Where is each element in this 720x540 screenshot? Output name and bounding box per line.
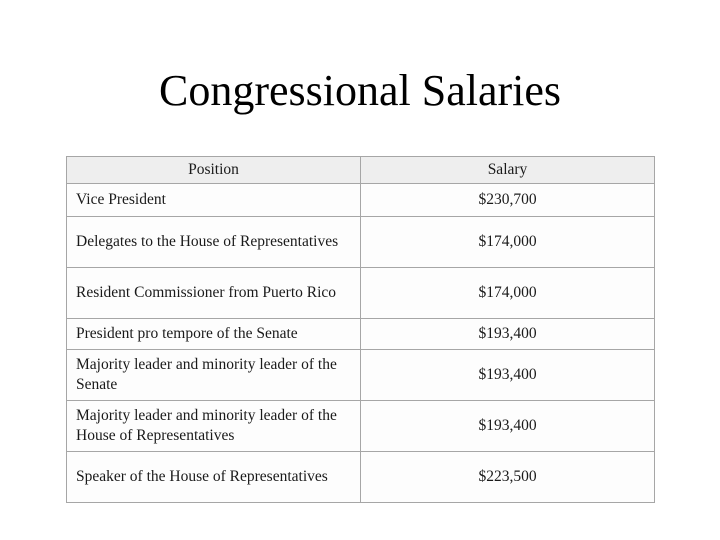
salary-cell: $223,500	[360, 451, 655, 503]
position-cell: Majority leader and minority leader of t…	[66, 400, 361, 452]
table-row: President pro tempore of the Senate $193…	[66, 318, 655, 350]
position-cell: Speaker of the House of Representatives	[66, 451, 361, 503]
salary-cell: $193,400	[360, 400, 655, 452]
salary-table: Position Salary Vice President $230,700 …	[66, 156, 655, 503]
salary-cell: $193,400	[360, 349, 655, 401]
table-row: Speaker of the House of Representatives …	[66, 451, 655, 503]
position-cell: Vice President	[66, 183, 361, 217]
position-cell: Resident Commissioner from Puerto Rico	[66, 267, 361, 319]
salary-cell: $174,000	[360, 216, 655, 268]
table-row: Delegates to the House of Representative…	[66, 216, 655, 268]
page-title: Congressional Salaries	[158, 66, 562, 115]
column-header-position: Position	[66, 156, 361, 184]
table-row: Vice President $230,700	[66, 183, 655, 217]
table-header-row: Position Salary	[66, 156, 655, 184]
table-row: Majority leader and minority leader of t…	[66, 400, 655, 452]
salary-cell: $193,400	[360, 318, 655, 350]
salary-cell: $230,700	[360, 183, 655, 217]
salary-cell: $174,000	[360, 267, 655, 319]
position-cell: Majority leader and minority leader of t…	[66, 349, 361, 401]
column-header-salary: Salary	[360, 156, 655, 184]
table-row: Majority leader and minority leader of t…	[66, 349, 655, 401]
position-cell: Delegates to the House of Representative…	[66, 216, 361, 268]
table-row: Resident Commissioner from Puerto Rico $…	[66, 267, 655, 319]
position-cell: President pro tempore of the Senate	[66, 318, 361, 350]
